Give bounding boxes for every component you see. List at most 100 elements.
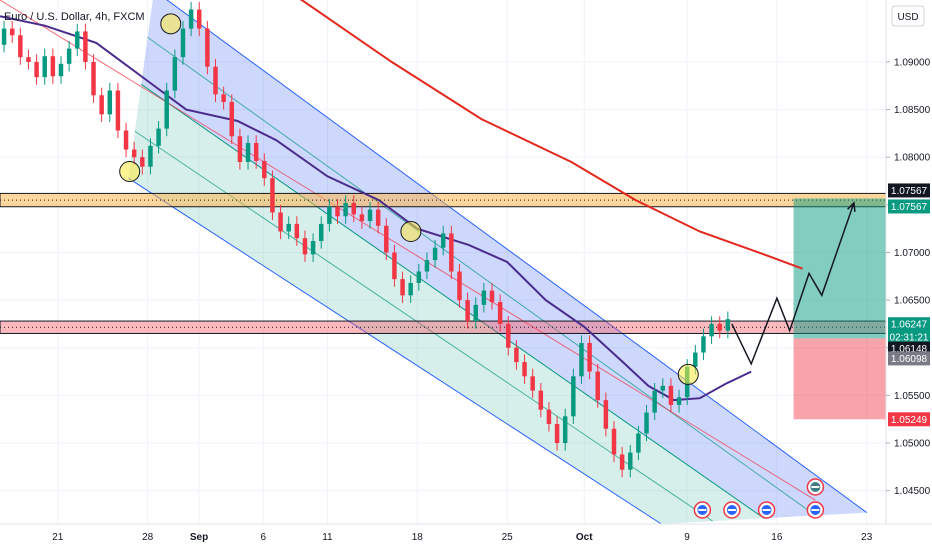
x-tick-label: Oct (576, 532, 593, 543)
candle-body (554, 423, 560, 444)
candle (628, 444, 633, 478)
y-tick-label: 1.05500 (894, 391, 931, 402)
candle-body (457, 271, 462, 301)
candle-body (351, 202, 356, 215)
candle (294, 216, 300, 246)
candle-body (440, 233, 446, 248)
candle-body (432, 247, 438, 261)
candle (562, 408, 568, 451)
x-tick-label: 6 (260, 532, 266, 543)
candle-body (229, 101, 235, 137)
price-badge: 1.06098 (888, 351, 930, 366)
y-tick-label: 1.04500 (894, 486, 931, 497)
candle (318, 216, 324, 249)
candle (156, 120, 161, 154)
candle (473, 297, 478, 329)
candle (392, 244, 397, 287)
candle (213, 59, 218, 102)
long-position-tool (793, 198, 886, 420)
candle-body (416, 271, 422, 283)
price-badges: 1.075671.075671.0624702:31:211.061481.06… (888, 183, 930, 427)
candle-body (99, 95, 104, 115)
candle (343, 195, 348, 224)
candle (278, 204, 283, 240)
price-badge-label: 1.06247 (891, 320, 928, 331)
candle (717, 316, 722, 339)
candle-body (701, 336, 706, 353)
candle-body (245, 142, 251, 162)
candle-body (270, 178, 275, 213)
candle (75, 23, 80, 57)
x-tick-label: 16 (771, 532, 783, 543)
event-stripe (727, 509, 736, 511)
candle-body (489, 290, 495, 303)
candle-body (587, 342, 592, 372)
event-flag-icon[interactable] (806, 478, 825, 496)
candle-body (26, 57, 31, 62)
candle (400, 271, 405, 303)
x-tick-label: 9 (684, 532, 690, 543)
currency-button[interactable] (891, 5, 925, 27)
candle (579, 335, 584, 384)
candle-body (318, 223, 324, 242)
y-tick-label: 1.05000 (894, 439, 931, 450)
candle (554, 416, 560, 451)
candle (497, 294, 503, 332)
candle-body (310, 241, 316, 255)
candle-body (725, 319, 731, 331)
event-stripe (811, 509, 820, 511)
price-badge: 1.06247 (888, 317, 930, 332)
candle-body (514, 347, 519, 363)
candle-body (91, 61, 96, 96)
candle-body (408, 282, 413, 296)
candle-body (717, 323, 722, 331)
price-badge-bg (888, 330, 930, 345)
candle (131, 141, 137, 165)
candle-body (571, 376, 576, 417)
candle (91, 54, 96, 103)
touch-marker (400, 221, 422, 243)
candle (270, 170, 275, 221)
candle (367, 201, 373, 229)
candle (676, 389, 682, 413)
candle-body (579, 342, 584, 377)
candle-body (83, 31, 88, 62)
channel-quarter-line (147, 36, 816, 516)
candle-body (115, 90, 121, 131)
candle-body (668, 385, 674, 405)
candle (636, 425, 641, 461)
candle (546, 402, 552, 432)
candle (172, 49, 178, 99)
event-flag-icon[interactable] (757, 501, 776, 519)
time-axis[interactable]: 21 28 Sep 6 11 18 25 Oct 9 16 23 (52, 532, 873, 543)
x-tick-label: Sep (190, 532, 208, 543)
candle (221, 86, 226, 110)
price-badge-label: 1.05249 (891, 415, 928, 426)
touch-marker (677, 363, 699, 385)
economic-events[interactable] (693, 478, 825, 519)
event-flag-icon[interactable] (806, 501, 825, 519)
price-axis[interactable]: 1.090001.085001.080001.075001.070001.065… (886, 57, 931, 497)
touch-markers (119, 13, 699, 385)
candle (440, 225, 446, 256)
candle-body (660, 385, 666, 391)
candle (619, 446, 625, 478)
candle-body (375, 209, 381, 226)
candle (245, 135, 251, 170)
event-flag-icon[interactable] (693, 501, 712, 519)
candle-body (148, 145, 153, 167)
candle (481, 282, 487, 313)
candle (432, 240, 438, 268)
y-tick-label: 1.08000 (894, 153, 931, 164)
candle-body (286, 223, 291, 232)
candle (611, 421, 617, 463)
candle (709, 316, 714, 344)
candle (514, 340, 519, 370)
candle (603, 392, 609, 437)
candle (506, 316, 511, 356)
candle (253, 135, 259, 169)
candle (302, 230, 308, 262)
candle (465, 292, 470, 329)
event-flag-icon[interactable] (723, 501, 741, 519)
